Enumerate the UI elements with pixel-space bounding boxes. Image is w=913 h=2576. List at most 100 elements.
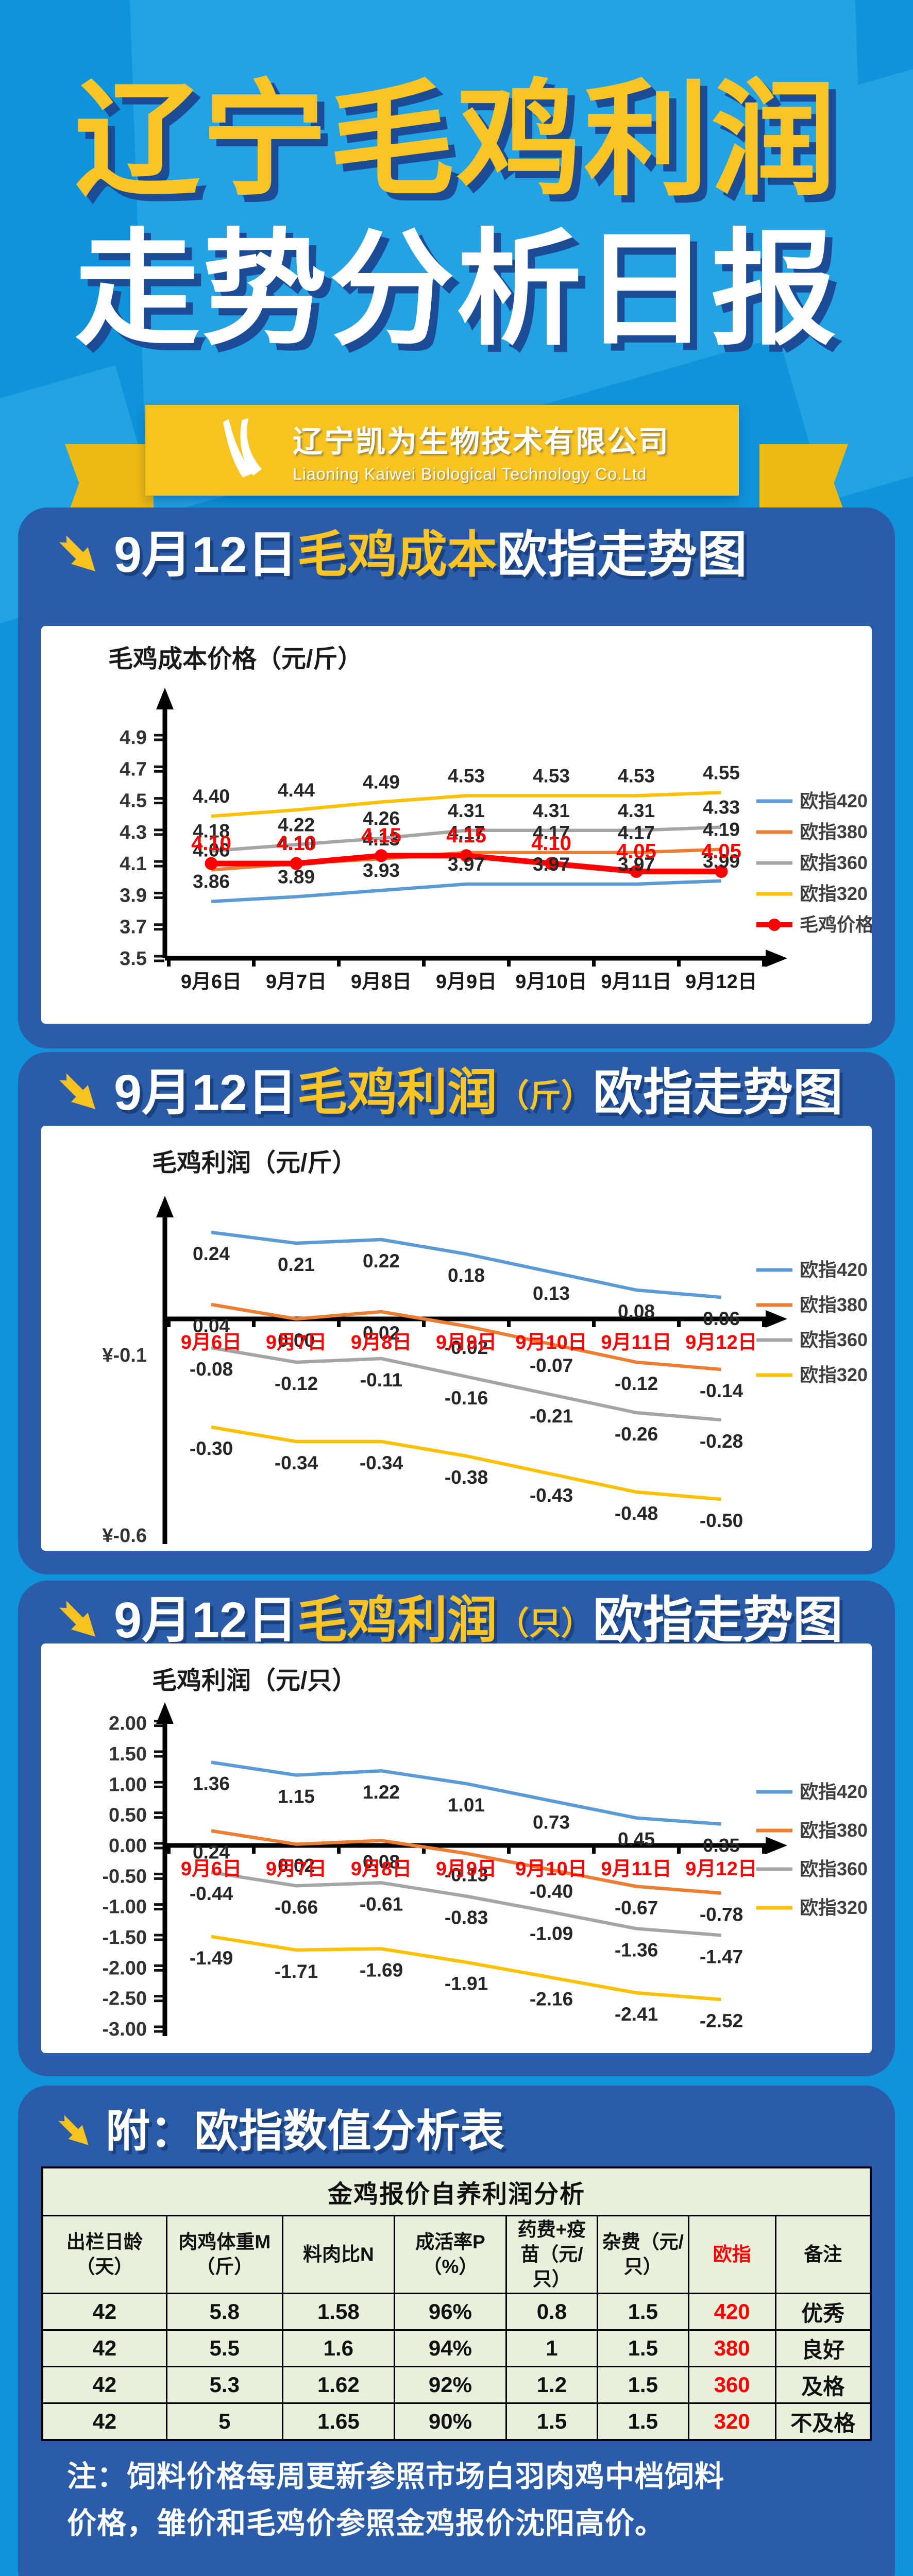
series-line-欧指360 — [211, 1870, 722, 1937]
svg-text:-1.71: -1.71 — [275, 1961, 318, 1982]
svg-text:-0.40: -0.40 — [530, 1880, 573, 1902]
svg-text:-2.52: -2.52 — [700, 2010, 743, 2031]
svg-text:4.18: 4.18 — [193, 821, 230, 842]
profit-per-bird-chart-card: 毛鸡利润（元/只） 2.00 1.50 1.00 0.50 0.00 -0.50 -1.00 -… — [41, 1643, 872, 2053]
title-part: 9月12日 — [114, 1592, 297, 1648]
svg-text:-0.21: -0.21 — [530, 1405, 573, 1427]
table-cell: 及格 — [774, 2366, 872, 2404]
svg-text:3.99: 3.99 — [703, 851, 740, 872]
svg-text:9月11日: 9月11日 — [601, 1332, 671, 1353]
svg-text:0.18: 0.18 — [448, 1265, 485, 1286]
poster-title-line2: 走势分析日报 — [74, 220, 838, 360]
svg-text:0.04: 0.04 — [193, 1315, 230, 1336]
svg-text:4.06: 4.06 — [193, 839, 230, 860]
svg-text:毛鸡成本价格（元/斤）: 毛鸡成本价格（元/斤） — [108, 646, 362, 673]
svg-text:毛鸡利润（元/只）: 毛鸡利润（元/只） — [152, 1667, 357, 1694]
svg-text:3.86: 3.86 — [193, 871, 230, 892]
svg-text:-2.16: -2.16 — [530, 1988, 573, 2009]
profit-per-bird-chart: 毛鸡利润（元/只）2.00 1.50 1.00 0.50 0.00 -0.50 -1.00 -… — [102, 1667, 868, 2040]
svg-text:-0.07: -0.07 — [530, 1355, 573, 1376]
table-header-cell: 料肉比N — [281, 2214, 395, 2295]
profit-analysis-table-wrap: 金鸡报价自养利润分析 出栏日龄（天） 肉鸡体重M（斤） 料肉比N 成活率P（%） 药费+疫… — [41, 2166, 872, 2442]
table-cell: 42 — [41, 2329, 167, 2368]
svg-text:9月8日: 9月8日 — [351, 1858, 412, 1880]
table-cell: 42 — [41, 2402, 167, 2441]
table-cell: 5.8 — [165, 2293, 283, 2331]
table-title: 金鸡报价自养利润分析 — [41, 2166, 872, 2216]
table-header-row: 出栏日龄（天） 肉鸡体重M（斤） 料肉比N 成活率P（%） 药费+疫苗（元/只） 杂费（元… — [41, 2214, 872, 2295]
poster-title-line1: 辽宁毛鸡利润 — [74, 71, 838, 210]
table-cell: 1.6 — [281, 2329, 395, 2368]
table-cell: 5.3 — [165, 2366, 283, 2404]
svg-text:3.93: 3.93 — [363, 860, 400, 881]
svg-text:4.40: 4.40 — [193, 786, 230, 807]
svg-text:2.00: 2.00 — [109, 1713, 147, 1735]
svg-text:欧指420: 欧指420 — [800, 790, 868, 811]
cost-trend-chart: 毛鸡成本价格（元/斤） 4.9 4.7 4.5 4.3 4.1 3.9 3.7 3.5 3.86 3… — [108, 646, 872, 993]
svg-text:9月9日: 9月9日 — [436, 971, 497, 993]
company-logo-icon — [214, 416, 275, 485]
section-title-text: 附：欧指数值分析表 — [106, 2108, 504, 2155]
svg-text:4.22: 4.22 — [278, 814, 315, 835]
svg-text:-1.36: -1.36 — [615, 1939, 658, 1960]
table-row: 42 5.8 1.58 96% 0.8 1.5 420 优秀 — [41, 2293, 872, 2331]
svg-text:3.97: 3.97 — [448, 854, 485, 875]
svg-text:0.00: 0.00 — [278, 1330, 315, 1351]
svg-text:-3.00: -3.00 — [102, 2019, 147, 2040]
yellow-arrow-icon — [58, 2115, 89, 2145]
svg-text:-0.66: -0.66 — [275, 1896, 318, 1918]
svg-text:4.05: 4.05 — [701, 840, 741, 862]
svg-text:4.53: 4.53 — [618, 765, 655, 786]
svg-text:9月11日: 9月11日 — [601, 1858, 671, 1880]
svg-text:0.50: 0.50 — [109, 1805, 147, 1826]
svg-text:4.10: 4.10 — [276, 832, 316, 855]
svg-text:4.31: 4.31 — [533, 800, 570, 821]
svg-text:9月7日: 9月7日 — [266, 1858, 327, 1880]
svg-text:3.97: 3.97 — [533, 854, 570, 875]
svg-text:1.00: 1.00 — [109, 1774, 147, 1795]
section-title-text: 9月12日 毛鸡利润 （只） 欧指走势图 — [114, 1594, 843, 1647]
table-header-cell: 药费+疫苗（元/只） — [505, 2214, 598, 2295]
svg-text:-0.50: -0.50 — [102, 1866, 147, 1887]
table-cell: 1.2 — [505, 2366, 598, 2404]
table-cell: 94% — [393, 2329, 507, 2368]
svg-text:4.53: 4.53 — [448, 765, 485, 786]
yellow-arrow-icon — [59, 1073, 95, 1109]
svg-text:¥-0.6: ¥-0.6 — [102, 1525, 147, 1547]
profit-analysis-table: 金鸡报价自养利润分析 出栏日龄（天） 肉鸡体重M（斤） 料肉比N 成活率P（%） 药费+疫… — [41, 2166, 872, 2442]
section-title-text: 9月12日 毛鸡成本 欧指走势图 — [114, 529, 747, 581]
svg-text:-0.02: -0.02 — [445, 1337, 488, 1358]
series-line-欧指380 — [211, 1829, 722, 1895]
svg-text:4.10: 4.10 — [191, 832, 231, 855]
svg-text:0.06: 0.06 — [703, 1308, 740, 1329]
svg-text:欧指320: 欧指320 — [800, 883, 868, 904]
svg-text:0.00: 0.00 — [109, 1835, 147, 1857]
yellow-arrow-icon — [59, 535, 95, 571]
company-banner: 辽宁凯为生物技术有限公司 Liaoning Kaiwei Biological … — [145, 405, 739, 496]
series-line-欧指420 — [211, 1230, 722, 1299]
svg-text:4.17: 4.17 — [618, 822, 655, 843]
svg-text:-0.50: -0.50 — [700, 1510, 743, 1531]
svg-text:-0.34: -0.34 — [360, 1452, 403, 1473]
svg-text:-2.50: -2.50 — [102, 1988, 147, 2010]
svg-text:4.7: 4.7 — [120, 758, 147, 780]
svg-text:4.44: 4.44 — [278, 779, 315, 801]
series-line-欧指420 — [211, 1760, 722, 1826]
svg-text:毛鸡价格: 毛鸡价格 — [800, 914, 872, 935]
svg-text:4.15: 4.15 — [361, 824, 401, 847]
svg-text:欧指320: 欧指320 — [800, 1364, 868, 1385]
table-cell: 5 — [165, 2402, 283, 2441]
section-title-profit-bird: 9月12日 毛鸡利润 （只） 欧指走势图 — [54, 1594, 843, 1647]
table-cell: 420 — [687, 2293, 776, 2331]
svg-text:4.10: 4.10 — [278, 833, 315, 854]
svg-text:4.55: 4.55 — [703, 762, 740, 783]
svg-text:-0.14: -0.14 — [700, 1380, 743, 1401]
title-part: 欧指走势图 — [593, 1592, 843, 1648]
title-part: （只） — [497, 1606, 593, 1642]
title-part: 欧指走势图 — [497, 527, 747, 583]
svg-text:4.5: 4.5 — [120, 790, 147, 812]
svg-text:3.5: 3.5 — [120, 948, 147, 970]
section-title-table: 附：欧指数值分析表 — [54, 2108, 504, 2155]
table-row: 42 5 1.65 90% 1.5 1.5 320 不及格 — [41, 2402, 872, 2441]
svg-text:9月10日: 9月10日 — [515, 1858, 587, 1880]
